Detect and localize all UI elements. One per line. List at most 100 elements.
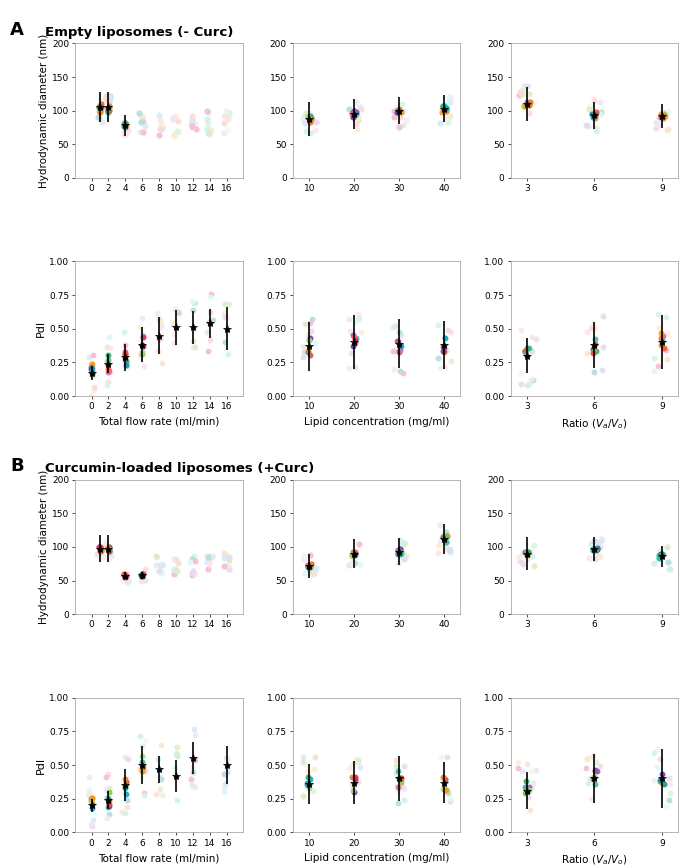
Point xyxy=(156,558,167,572)
Point xyxy=(298,549,309,563)
Point xyxy=(120,338,131,352)
Point xyxy=(137,347,148,361)
Point xyxy=(119,121,130,134)
Point xyxy=(445,95,456,109)
Point xyxy=(137,568,148,582)
Point xyxy=(656,109,667,123)
Point xyxy=(655,549,666,563)
Point xyxy=(299,346,310,360)
Point xyxy=(136,111,147,125)
Point xyxy=(119,347,130,361)
Point xyxy=(207,313,218,327)
Point xyxy=(189,567,200,581)
Point xyxy=(219,781,229,795)
X-axis label: Ratio ($V_a$/$V_o$): Ratio ($V_a$/$V_o$) xyxy=(561,417,627,431)
Point xyxy=(516,764,527,778)
Point xyxy=(397,545,408,559)
Point xyxy=(347,551,358,564)
Point xyxy=(187,119,198,133)
Point xyxy=(588,110,599,124)
Point xyxy=(394,120,405,134)
Point xyxy=(105,341,116,355)
Point xyxy=(395,343,406,357)
Point xyxy=(222,752,233,766)
Point xyxy=(138,115,149,129)
Point xyxy=(514,88,525,102)
Point xyxy=(202,122,213,136)
Point xyxy=(391,759,402,772)
Point xyxy=(395,364,406,378)
Point xyxy=(219,306,229,320)
Point xyxy=(137,568,148,582)
Point xyxy=(524,377,535,391)
Point xyxy=(304,560,315,574)
Point xyxy=(103,544,114,557)
Point xyxy=(224,107,235,121)
Point xyxy=(304,114,315,128)
Point xyxy=(302,770,313,784)
Point xyxy=(525,804,536,818)
Point xyxy=(442,343,453,357)
Point xyxy=(86,362,97,376)
Point xyxy=(103,330,114,344)
Point xyxy=(305,126,316,140)
Point xyxy=(349,771,360,785)
Point xyxy=(223,550,234,564)
Point xyxy=(95,544,105,557)
Point xyxy=(398,366,409,380)
Point xyxy=(349,104,360,118)
Point xyxy=(101,355,112,369)
Point xyxy=(103,104,114,118)
Point xyxy=(445,355,456,368)
Point xyxy=(652,359,663,373)
Point xyxy=(390,753,401,766)
Point xyxy=(434,115,445,129)
Point xyxy=(653,544,664,557)
Point xyxy=(589,111,600,125)
Point xyxy=(303,344,314,358)
Point xyxy=(220,335,231,349)
Point xyxy=(400,550,411,564)
Point xyxy=(524,780,535,794)
Point xyxy=(171,746,182,760)
Point xyxy=(590,121,601,135)
Point xyxy=(445,325,456,339)
Point xyxy=(439,531,450,544)
Point xyxy=(512,755,523,769)
Point xyxy=(134,107,145,121)
Point xyxy=(300,344,311,358)
Point xyxy=(137,569,148,583)
Point xyxy=(527,343,538,357)
Point xyxy=(587,347,598,361)
X-axis label: Lipid concentration (mg/ml): Lipid concentration (mg/ml) xyxy=(304,853,449,864)
Point xyxy=(395,533,406,547)
Point xyxy=(136,573,147,587)
Point xyxy=(437,105,448,119)
Point xyxy=(300,116,311,130)
Point xyxy=(656,774,667,788)
Point xyxy=(310,564,321,577)
Point xyxy=(588,365,599,379)
Point xyxy=(648,746,659,760)
Point xyxy=(656,331,667,345)
Point xyxy=(440,772,451,786)
Point xyxy=(520,786,531,799)
Point xyxy=(86,367,97,381)
Point xyxy=(220,777,231,791)
Point xyxy=(101,357,112,371)
Point xyxy=(391,342,402,356)
Point xyxy=(97,539,108,553)
Point xyxy=(103,354,114,368)
Point xyxy=(393,344,404,358)
Point xyxy=(188,297,199,310)
Point xyxy=(102,811,113,825)
Point xyxy=(588,342,599,356)
Point xyxy=(519,98,530,112)
Point xyxy=(347,781,358,795)
Point xyxy=(349,772,360,786)
Point xyxy=(103,543,114,557)
Point xyxy=(306,112,317,126)
Point xyxy=(206,549,217,563)
Point xyxy=(521,79,532,93)
Point xyxy=(117,573,128,587)
